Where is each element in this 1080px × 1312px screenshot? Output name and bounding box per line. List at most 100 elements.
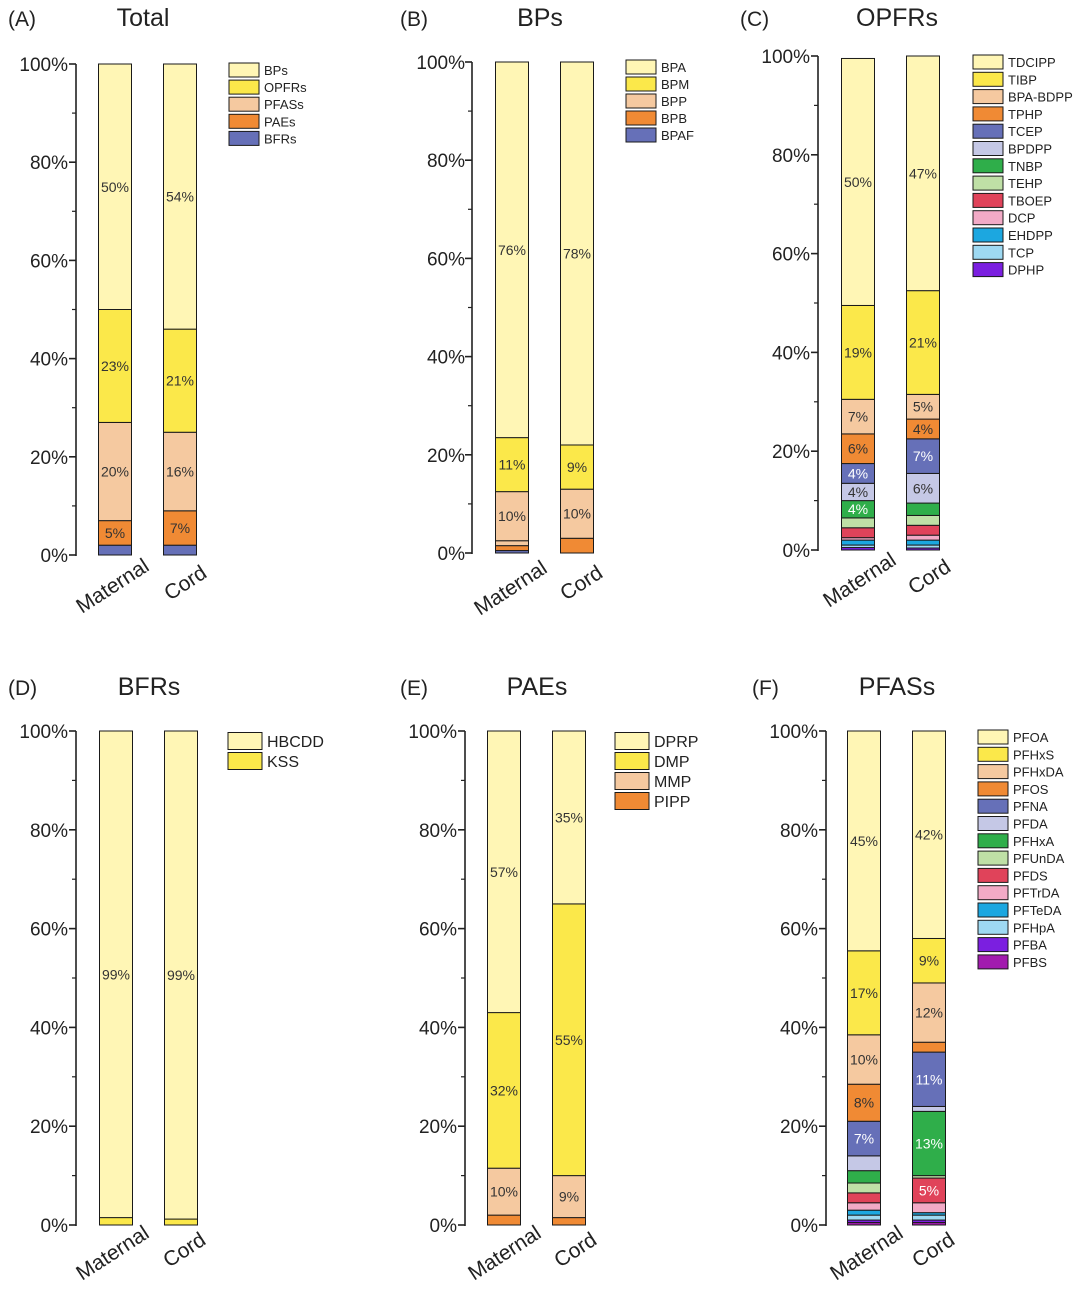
legend-label: TDCIPP bbox=[1008, 55, 1056, 70]
bar-segment-dmp bbox=[552, 903, 586, 1177]
legend-swatch bbox=[228, 113, 260, 129]
chart-panel-c: (C) OPFRs0%20%40%60%80%100%4%4%4%6%7%19%5… bbox=[740, 4, 1073, 612]
bar-value-label: 47% bbox=[909, 165, 937, 181]
legend-swatch bbox=[977, 885, 1009, 901]
legend-label: BPP bbox=[661, 94, 687, 109]
legend-swatch bbox=[977, 937, 1009, 953]
category-label-cord: Cord bbox=[904, 555, 955, 599]
bar-value-label: 7% bbox=[170, 520, 190, 536]
bar-segment-pfoa bbox=[847, 730, 881, 952]
y-tick-label: 80% bbox=[30, 153, 68, 174]
bar-segment-dcp bbox=[906, 534, 940, 541]
legend-swatch bbox=[625, 93, 657, 109]
legend-swatch bbox=[625, 110, 657, 126]
legend-swatch bbox=[972, 244, 1004, 260]
bar-segment-bpa bbox=[495, 437, 529, 493]
bar-value-label: 9% bbox=[567, 459, 587, 475]
legend-swatch bbox=[977, 816, 1009, 831]
bar-value-label: 78% bbox=[563, 245, 591, 261]
bar-value-label: 10% bbox=[498, 508, 526, 524]
chart-title: BPs bbox=[517, 4, 563, 32]
legend-swatch bbox=[625, 76, 657, 92]
bar-segment-paes bbox=[163, 510, 197, 546]
legend-swatch bbox=[972, 89, 1004, 105]
bar-segment-dmp bbox=[487, 1012, 521, 1169]
y-tick-label: 100% bbox=[761, 47, 810, 68]
bar-segment-hbcdd bbox=[99, 730, 133, 1219]
bar-value-label: 5% bbox=[913, 399, 933, 415]
bar-segment-pfoa bbox=[912, 730, 946, 939]
legend-swatch bbox=[228, 79, 260, 95]
bar-value-label: 10% bbox=[850, 1052, 878, 1068]
y-tick-label: 20% bbox=[419, 1117, 457, 1138]
bar-value-label: 5% bbox=[105, 525, 125, 541]
y-tick-label: 40% bbox=[772, 343, 810, 364]
y-tick-label: 0% bbox=[41, 1216, 69, 1237]
bar-value-label: 13% bbox=[915, 1135, 943, 1151]
legend-swatch bbox=[977, 729, 1009, 745]
panel-label: (E) bbox=[400, 677, 428, 700]
chart-panel-e: (E) PAEs 0% 20% 40% 60% 80% 100% 10% 32% 57% Matern… bbox=[400, 673, 698, 1285]
legend-label: PFTrDA bbox=[1013, 886, 1060, 901]
bar-segment-tcep bbox=[906, 438, 940, 474]
category-label-cord: Cord bbox=[159, 1228, 210, 1272]
chart-panel-f: (F) PFASs 0% 20% 40% 60% 80% 100% 7% 8% 10% 17% 45% M… bbox=[752, 673, 1065, 1285]
bar-value-label: 7% bbox=[854, 1131, 874, 1147]
legend-label: BPA-BDPP bbox=[1008, 90, 1073, 105]
legend-swatch bbox=[228, 62, 260, 78]
bar-segment-pfhxa bbox=[912, 1110, 946, 1177]
bar-segment-pfhxa bbox=[847, 1170, 881, 1184]
bar-segment-pfhpa bbox=[847, 1214, 881, 1221]
bar-segment-kss bbox=[164, 1218, 198, 1226]
bar-value-label: 35% bbox=[555, 809, 583, 825]
legend-label: PFNA bbox=[1013, 799, 1048, 814]
legend-label: BPA bbox=[661, 60, 686, 75]
legend-label: BPAF bbox=[661, 128, 694, 143]
bar-segment-bpb bbox=[560, 537, 594, 554]
legend-label: BPDPP bbox=[1008, 142, 1052, 157]
legend-label: PFDA bbox=[1013, 817, 1048, 832]
bar-value-label: 17% bbox=[850, 985, 878, 1001]
bar-segment-pfass bbox=[163, 431, 197, 512]
bar-segment-series-5 bbox=[495, 61, 529, 439]
bar-segment-bpm bbox=[560, 488, 594, 539]
legend-swatch bbox=[972, 54, 1004, 70]
legend: TDCIPP TIBP BPA-BDPP TPHP TCEP BPDPP TNBP TEHP T… bbox=[972, 54, 1073, 278]
legend-label: BPM bbox=[661, 77, 689, 92]
bar-segment-hbcdd bbox=[164, 730, 198, 1220]
legend-label: PFHpA bbox=[1013, 920, 1055, 935]
bar-value-label: 12% bbox=[915, 1005, 943, 1021]
legend-label: PFASs bbox=[264, 97, 304, 112]
bar-value-label: 6% bbox=[913, 480, 933, 496]
bar-segment-opfrs bbox=[163, 328, 197, 433]
bar-segment-bpb bbox=[495, 545, 529, 552]
bar-segment-pfos bbox=[912, 1041, 946, 1053]
legend-swatch bbox=[972, 123, 1004, 139]
legend-label: PFOA bbox=[1013, 730, 1049, 745]
legend-label: TCEP bbox=[1008, 124, 1043, 139]
legend-swatch bbox=[972, 71, 1004, 87]
legend-swatch bbox=[972, 158, 1004, 174]
category-label-cord: Cord bbox=[556, 561, 607, 605]
chart-title: Total bbox=[117, 4, 170, 32]
bar-segment-pipp bbox=[487, 1214, 521, 1226]
bar-segment-tehp bbox=[906, 514, 940, 526]
bar-segment-bps bbox=[98, 63, 132, 310]
legend-swatch bbox=[625, 59, 657, 75]
legend-label: DPRP bbox=[654, 734, 698, 751]
legend-swatch bbox=[972, 227, 1004, 243]
legend-label: TPHP bbox=[1008, 107, 1043, 122]
bar-value-label: 50% bbox=[844, 174, 872, 190]
bar-value-label: 4% bbox=[848, 465, 868, 481]
bar-segment-tboep bbox=[841, 527, 875, 539]
legend-label: HBCDD bbox=[267, 734, 324, 751]
legend-label: PFTeDA bbox=[1013, 903, 1062, 918]
legend-label: PAEs bbox=[264, 114, 296, 129]
bar-value-label: 99% bbox=[102, 966, 130, 982]
bar-value-label: 5% bbox=[919, 1182, 939, 1198]
bar-segment-pfhpa bbox=[912, 1214, 946, 1221]
y-tick-label: 40% bbox=[427, 348, 465, 369]
bar-value-label: 32% bbox=[490, 1082, 518, 1098]
y-tick-label: 80% bbox=[772, 146, 810, 167]
bar-segment-pfds bbox=[912, 1177, 946, 1204]
